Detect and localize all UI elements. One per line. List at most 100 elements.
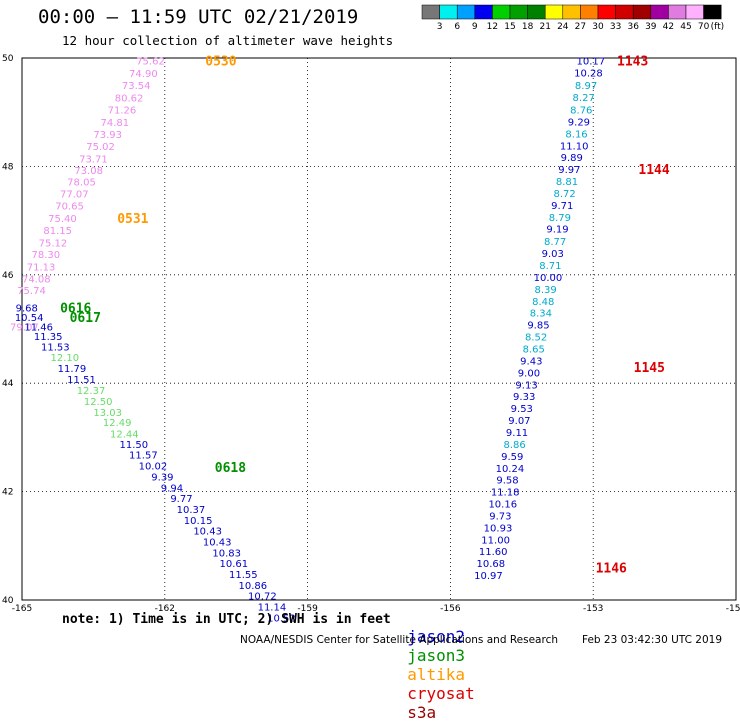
- swh-label-altika: 73.71: [79, 154, 108, 165]
- colorbar-tick-label: 30: [592, 22, 604, 32]
- colorbar-swatch: [527, 4, 546, 20]
- swh-label-cryosat: 8.16: [565, 129, 587, 140]
- swh-label-cryosat: 9.58: [496, 476, 518, 487]
- swh-label-cryosat: 8.81: [556, 177, 578, 188]
- swh-label-altika: 81.15: [43, 226, 72, 237]
- altimeter-chart: 3 6 9 12 15 18 21 24 27 30 33 36 39 42 45 70 (ft) -165 -1…: [2, 4, 740, 625]
- swh-label-altika: 73.93: [93, 130, 122, 141]
- swh-label-cryosat: 8.39: [534, 285, 556, 296]
- colorbar-swatch: [492, 4, 511, 20]
- swh-label-cryosat: 8.65: [523, 345, 545, 356]
- y-tick-label: 48: [2, 162, 14, 172]
- swh-label-altika: 75.74: [17, 286, 46, 297]
- colorbar-unit-label: (ft): [711, 22, 725, 32]
- swh-label-altika: 71.13: [27, 263, 56, 274]
- colorbar-tick-label: 33: [610, 22, 621, 32]
- colorbar-swatch: [456, 4, 476, 20]
- swh-label-altika: 71.26: [108, 105, 137, 116]
- swh-label-cryosat: 8.52: [525, 333, 547, 344]
- colorbar-swatch: [544, 4, 564, 20]
- colorbar-tick-label: 18: [522, 22, 534, 32]
- swh-label-jason3: 11.53: [41, 342, 70, 353]
- swh-label-cryosat: 10.93: [484, 523, 513, 534]
- swh-label-altika: 78.30: [31, 250, 60, 261]
- swh-label-altika: 75.12: [39, 238, 68, 249]
- x-tick-label: -150: [726, 604, 740, 614]
- swh-label-jason3: 11.79: [58, 364, 87, 375]
- swh-label-jason3: 11.35: [34, 332, 63, 343]
- swh-label-cryosat: 9.07: [508, 416, 530, 427]
- swh-label-jason3: 11.46: [24, 322, 53, 333]
- swh-label-altika: 74.90: [129, 69, 158, 80]
- page-subtitle: 12 hour collection of altimeter wave hei…: [62, 33, 394, 48]
- colorbar-swatch: [580, 4, 599, 20]
- swh-label-jason3: 11.14: [258, 603, 287, 614]
- pass-time-label: 0616: [60, 301, 91, 316]
- swh-label-cryosat: 10.28: [574, 69, 603, 80]
- swh-label-jason3: 11.50: [120, 440, 149, 451]
- swh-label-cryosat: 8.97: [575, 81, 597, 92]
- legend-cryosat: cryosat: [407, 684, 475, 703]
- pass-time-label: 0530: [205, 55, 236, 70]
- colorbar-tick-label: 9: [472, 22, 478, 32]
- swh-label-cryosat: 9.03: [542, 249, 564, 260]
- swh-label-jason3: 10.43: [203, 537, 232, 548]
- swh-label-cryosat: 8.71: [539, 261, 561, 272]
- colorbar-tick-label: 12: [487, 22, 498, 32]
- x-tick-label: -162: [155, 604, 175, 614]
- y-tick-label: 50: [2, 54, 14, 64]
- swh-label-altika: 77.07: [60, 190, 89, 201]
- colorbar-swatch: [597, 4, 616, 20]
- swh-label-cryosat: 9.33: [513, 392, 535, 403]
- swh-label-cryosat: 8.72: [554, 189, 576, 200]
- colorbar-tick-label: 39: [645, 22, 657, 32]
- chart-axes: -165 -162 -159 -156 -153 -150 40 42 44 46 48 50: [2, 54, 740, 614]
- swh-label-cryosat: 9.13: [515, 380, 537, 391]
- x-tick-label: -159: [297, 604, 318, 614]
- colorbar-tick-label: 36: [627, 22, 639, 32]
- y-tick-label: 44: [2, 379, 14, 389]
- generated-timestamp: Feb 23 03:42:30 UTC 2019: [582, 634, 722, 646]
- swh-label-cryosat: 9.53: [511, 404, 533, 415]
- colorbar-swatch: [509, 4, 528, 20]
- swh-label-jason3: 9.77: [170, 494, 192, 505]
- swh-label-cryosat: 9.19: [546, 225, 568, 236]
- pass-time-label: 1146: [596, 561, 627, 576]
- swh-label-jason3: 11.55: [229, 570, 258, 581]
- swh-label-cryosat: 10.00: [534, 273, 563, 284]
- colorbar-swatch: [421, 4, 440, 20]
- swh-label-altika: 78.05: [67, 178, 96, 189]
- x-tick-label: -156: [440, 604, 461, 614]
- legend-s3a: s3a: [407, 703, 437, 722]
- footer-note: note: 1) Time is in UTC; 2) SWH is in fe…: [62, 612, 391, 627]
- colorbar-swatch: [615, 4, 634, 20]
- swh-label-cryosat: 11.10: [560, 141, 589, 152]
- swh-label-jason3: 10.61: [219, 559, 248, 570]
- swh-label-jason3: 10.15: [184, 516, 213, 527]
- legend-altika: altika: [407, 665, 466, 684]
- swh-label-cryosat: 9.85: [527, 321, 549, 332]
- swh-label-jason3: 9.39: [151, 472, 173, 483]
- y-tick-label: 40: [2, 596, 14, 606]
- swh-label-cryosat: 11.60: [479, 547, 508, 558]
- swh-label-cryosat: 8.27: [573, 93, 595, 104]
- plot-frame: [21, 57, 737, 601]
- swh-label-cryosat: 11.18: [491, 488, 520, 499]
- swh-label-cryosat: 9.29: [568, 117, 590, 128]
- swh-label-jason3: 12.10: [51, 353, 80, 364]
- swh-label-jason3: 13.03: [93, 408, 122, 419]
- legend-jason2: jason2: [407, 627, 466, 646]
- swh-label-jason3: 9.68: [16, 303, 38, 314]
- pass-time-label: 0617: [70, 311, 101, 326]
- swh-label-jason3: 10.72: [248, 592, 277, 603]
- satellite-legend: jason2 jason3 altika cryosat s3a: [388, 608, 475, 722]
- colorbar-tick-label: 45: [680, 22, 691, 32]
- legend-jason3: jason3: [407, 646, 466, 665]
- swh-label-cryosat: 8.34: [530, 309, 552, 320]
- colorbar-swatch: [632, 4, 652, 20]
- swh-label-altika: 73.54: [122, 81, 151, 92]
- swh-label-jason3: 10.37: [177, 505, 206, 516]
- swh-label-cryosat: 9.89: [561, 153, 583, 164]
